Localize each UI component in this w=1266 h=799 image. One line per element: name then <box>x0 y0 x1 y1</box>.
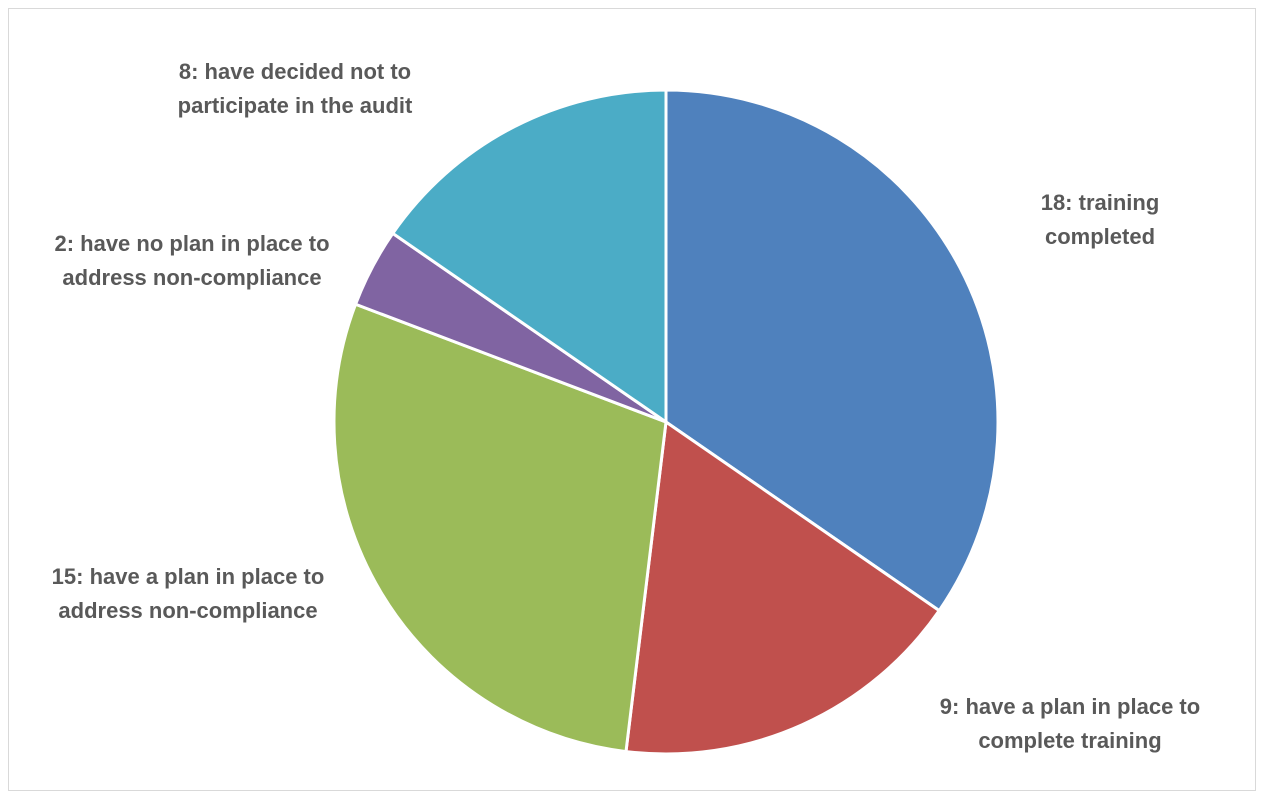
slice-label-plan-address-noncompliance: 15: have a plan in place to address non-… <box>18 560 358 628</box>
pie-slice-2 <box>332 302 668 754</box>
label-line: complete training <box>978 728 1162 753</box>
label-line: 18: training <box>1040 190 1160 215</box>
label-line: 15: have a plan in place to <box>51 564 325 589</box>
pie-slice-0 <box>664 88 1000 613</box>
label-line: 9: have a plan in place to <box>939 694 1201 719</box>
slice-label-no-plan-noncompliance: 2: have no plan in place to address non-… <box>22 227 362 295</box>
label-line: completed <box>1044 224 1156 249</box>
slice-label-plan-complete-training: 9: have a plan in place to complete trai… <box>915 690 1225 758</box>
label-line: participate in the audit <box>177 93 413 118</box>
slice-label-training-completed: 18: training completed <box>1000 186 1200 254</box>
pie-chart <box>332 88 1000 756</box>
chart-area <box>8 8 1256 791</box>
label-line: address non-compliance <box>62 265 322 290</box>
pie-slice-4 <box>391 88 668 424</box>
label-line: 8: have decided not to <box>178 59 412 84</box>
label-line: 2: have no plan in place to <box>54 231 330 256</box>
slice-label-not-participating: 8: have decided not to participate in th… <box>140 55 450 123</box>
label-line: address non-compliance <box>58 598 318 623</box>
pie-slice-1 <box>624 420 941 756</box>
